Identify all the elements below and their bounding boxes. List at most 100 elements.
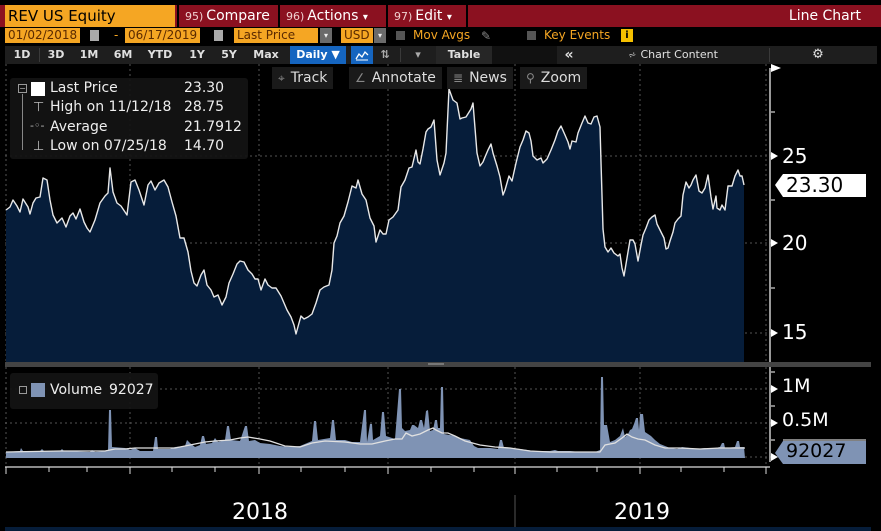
frequency-select[interactable]: Daily ▼ [290,46,346,64]
collapse-icon[interactable]: « [564,47,574,63]
high-marker-icon: ⊤ [33,100,45,115]
currency-dropdown-arrow[interactable]: ▾ [374,28,386,43]
range-1y[interactable]: 1Y [189,48,205,61]
last-volume-badge-shape [775,441,866,464]
top-strip [0,0,881,5]
pencil-icon[interactable]: ✎ [481,29,492,43]
legend-high-label: High on 11/12/18 [50,99,172,115]
key-events-label[interactable]: Key Events [544,28,611,42]
volume-bars [6,377,745,458]
range-3d[interactable]: 3D [47,48,65,61]
actions-button[interactable]: 96) Actions ▾ [278,5,374,27]
chart-content-button[interactable]: ⩫ Chart Content [618,46,728,64]
divider [466,5,468,27]
compare-label: Compare [206,8,270,24]
settings-gear-icon[interactable]: ⚙ [812,47,824,62]
price-tick-20: 20 [782,231,808,255]
date-separator: - [114,28,119,42]
range-max[interactable]: Max [253,48,279,61]
edit-label: Edit [415,8,443,24]
track-label: Track [290,70,328,86]
table-button[interactable]: Table [436,46,492,64]
calendar-icon[interactable] [90,30,99,41]
legend-last-price-label: Last Price [50,80,118,96]
volume-average-line [5,427,745,453]
volume-legend-label: Volume [50,382,103,398]
start-date-field[interactable]: 01/02/2018 [5,28,81,43]
last-price-badge: 23.30 [786,173,844,197]
legend-low-value: 14.70 [184,138,225,154]
ticker-field[interactable]: REV US Equity [5,5,175,27]
range-1m[interactable]: 1M [79,48,99,61]
range-ytd[interactable]: YTD [147,48,173,61]
more-dropdown-icon[interactable]: ▾ [415,48,421,61]
currency-select[interactable]: USD [341,28,373,43]
last-volume-badge: 92027 [786,440,847,462]
range-6m[interactable]: 6M [113,48,133,61]
annotate-label: Annotate [371,70,436,86]
field-select[interactable]: Last Price [234,28,318,43]
average-marker-icon: -◦- [30,119,45,132]
divider [39,48,40,62]
bar-chart-icon[interactable]: ⇅ [380,48,390,61]
track-button[interactable]: ⌖ Track [272,67,334,89]
legend-last-price-value: 23.30 [184,80,225,96]
actions-number: 96) [286,10,305,23]
mov-avgs-label[interactable]: Mov Avgs [413,28,471,42]
edit-number: 97) [394,10,413,23]
legend-high-value: 28.75 [184,99,225,115]
bottom-scrollbar [5,527,871,531]
chevron-down-icon: ▾ [362,12,368,23]
mov-avgs-checkbox[interactable] [396,31,405,40]
annotate-button[interactable]: ∠ Annotate [349,67,442,89]
price-volume-chart[interactable] [0,64,881,531]
price-area [6,89,744,362]
volume-swatch [31,383,45,397]
annotate-icon: ∠ [355,71,366,85]
divider [769,48,770,62]
price-axis-ticks [771,64,781,337]
expand-legend-icon[interactable] [19,386,27,394]
price-tick-25: 25 [782,144,808,168]
news-label: News [469,70,507,86]
range-5y[interactable]: 5Y [221,48,237,61]
legend-average-value: 21.7912 [184,119,242,135]
crosshair-icon: ⌖ [278,71,285,85]
news-button[interactable]: ≣ News [447,67,513,89]
compare-button[interactable]: 95) Compare [177,5,276,27]
field-dropdown-arrow[interactable]: ▾ [320,28,332,43]
actions-label: Actions [307,8,359,24]
volume-tick-1m: 1M [782,375,811,397]
zoom-label: Zoom [540,70,582,86]
pane-resize-handle [428,363,444,365]
calendar-icon[interactable] [214,30,223,41]
range-1d[interactable]: 1D [13,48,31,61]
magnifier-icon: ⚲ [526,71,535,85]
legend-average-label: Average [50,119,108,135]
volume-axis-ticks [771,385,778,461]
year-label-2018: 2018 [232,500,288,525]
chart-content-icon: ⩫ [628,50,637,61]
compare-number: 95) [185,10,204,23]
line-chart-icon[interactable] [351,46,373,64]
legend-low-label: Low on 07/25/18 [50,138,167,154]
last-price-badge-shape [775,174,866,197]
chevron-down-icon: ▾ [446,12,452,23]
chart-type-title: Line Chart [788,8,861,24]
zoom-button[interactable]: ⚲ Zoom [520,67,588,89]
volume-tick-0-5m: 0.5M [782,409,829,431]
news-icon: ≣ [453,71,464,85]
edit-button[interactable]: 97) Edit ▾ [386,5,458,27]
price-line [5,88,745,335]
chart-content-label: Chart Content [640,48,718,61]
last-price-swatch [31,82,45,96]
info-icon[interactable]: i [621,29,633,42]
collapse-legend-icon[interactable]: − [18,84,27,93]
volume-legend-value: 92027 [109,382,154,398]
legend-tree-line [22,94,23,150]
key-events-checkbox[interactable] [527,31,536,40]
x-axis-ticks [5,467,767,474]
end-date-field[interactable]: 06/17/2019 [125,28,201,43]
divider [400,48,401,62]
price-tick-15: 15 [782,320,808,344]
